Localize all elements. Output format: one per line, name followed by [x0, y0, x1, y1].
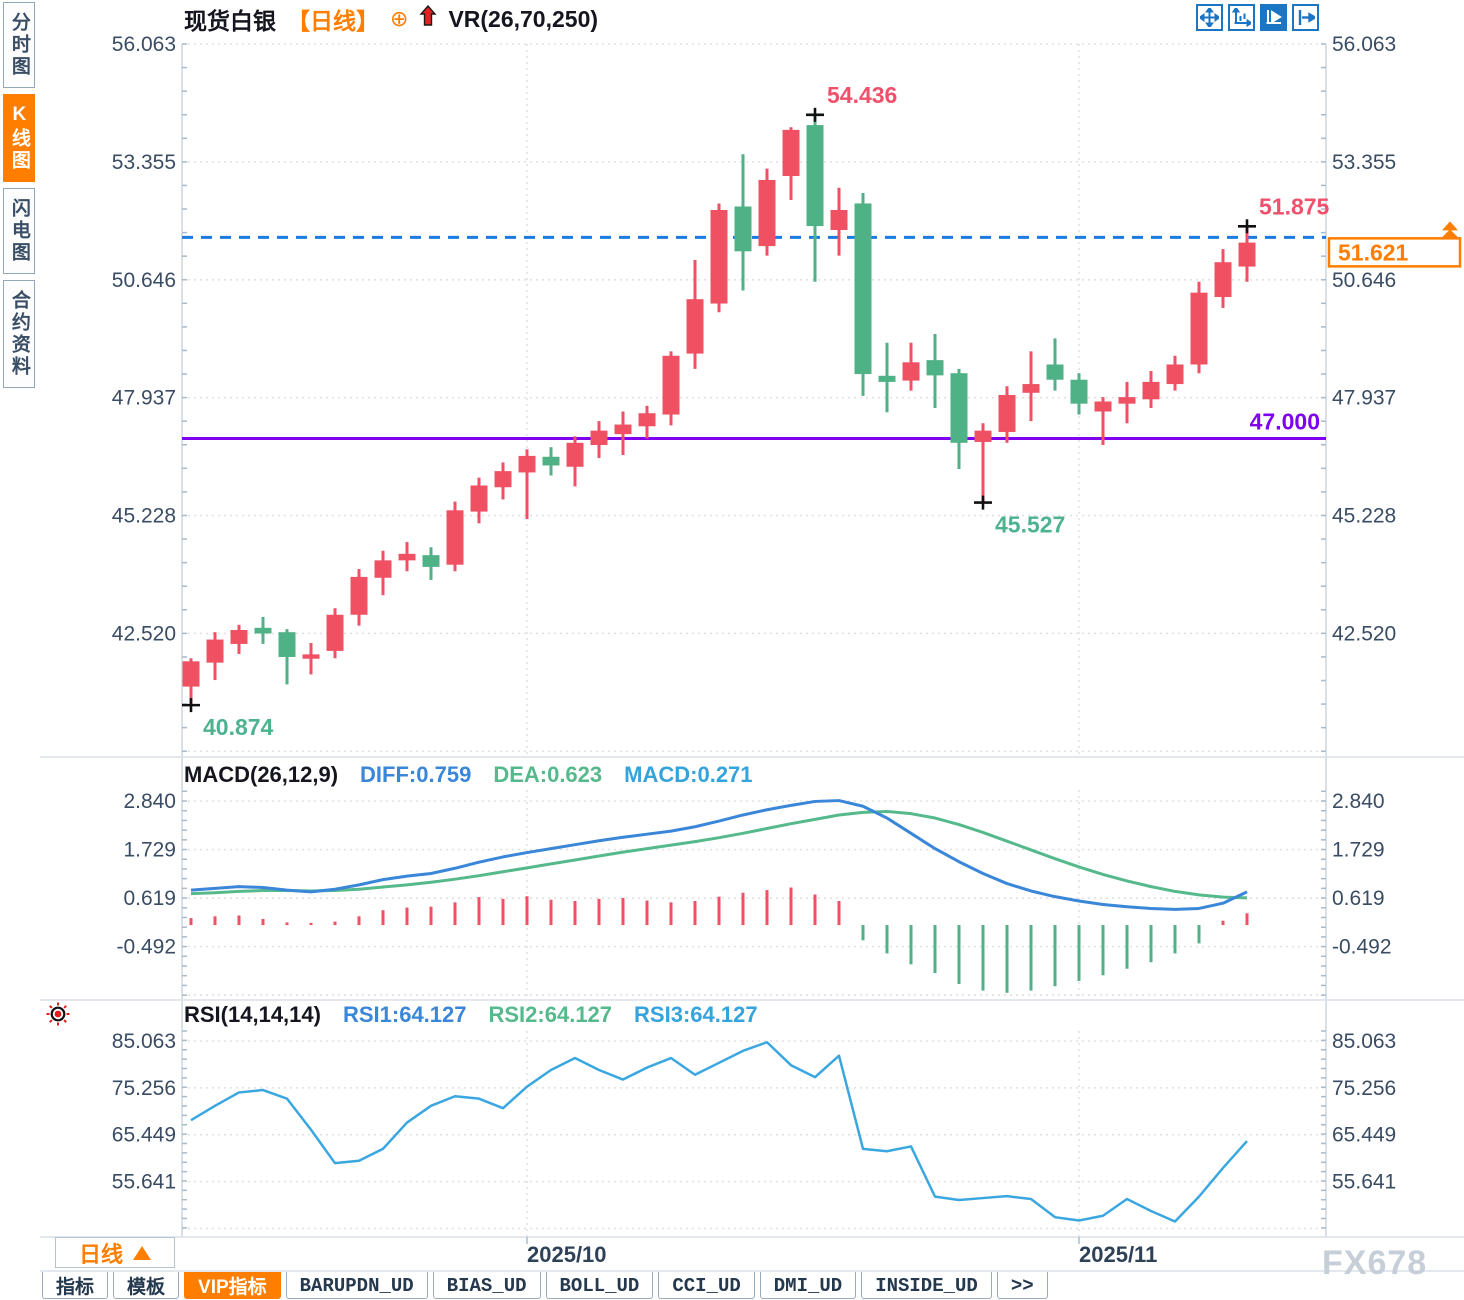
bottom-tab-9[interactable]: >> [996, 1272, 1048, 1299]
svg-text:47.937: 47.937 [1332, 387, 1396, 410]
rsi2-value: RSI2:64.127 [488, 1002, 613, 1027]
bottom-tab-2[interactable]: VIP指标 [184, 1272, 281, 1299]
chart-toolbar [1196, 4, 1319, 31]
axis-play-icon[interactable] [1260, 4, 1287, 31]
bottom-tab-5[interactable]: BOLL_UD [545, 1272, 654, 1299]
svg-text:55.641: 55.641 [112, 1171, 176, 1194]
left-tab-strip: 分时图 K线图闪电图合约资料 [0, 0, 40, 1300]
svg-text:50.646: 50.646 [112, 269, 176, 292]
rsi-title[interactable]: RSI(14,14,14) [184, 1002, 321, 1027]
svg-text:2.840: 2.840 [123, 790, 176, 813]
sidebar-tab-2[interactable]: 闪电图 [3, 188, 35, 274]
svg-text:47.937: 47.937 [112, 387, 176, 410]
svg-text:42.520: 42.520 [1332, 622, 1396, 645]
svg-text:45.527: 45.527 [995, 512, 1065, 538]
svg-text:0.619: 0.619 [123, 887, 176, 910]
axis-zoom-icon[interactable] [1228, 4, 1255, 31]
svg-text:54.436: 54.436 [827, 82, 897, 108]
up-arrow-icon [419, 4, 437, 33]
svg-text:75.256: 75.256 [1332, 1077, 1396, 1100]
svg-text:42.520: 42.520 [112, 622, 176, 645]
svg-text:55.641: 55.641 [1332, 1171, 1396, 1194]
indicator-label[interactable]: VR(26,70,250) [448, 5, 599, 32]
macd-diff-value: DIFF:0.759 [360, 762, 472, 787]
svg-text:47.000: 47.000 [1250, 408, 1320, 434]
svg-text:65.449: 65.449 [112, 1124, 176, 1147]
bottom-tab-0[interactable]: 指标 [42, 1272, 109, 1299]
compare-plus-icon[interactable]: ⊕ [390, 6, 409, 31]
svg-text:56.063: 56.063 [1332, 33, 1396, 56]
svg-text:85.063: 85.063 [112, 1030, 176, 1053]
svg-text:65.449: 65.449 [1332, 1124, 1396, 1147]
pan-icon[interactable] [1196, 4, 1223, 31]
macd-title[interactable]: MACD(26,12,9) [184, 762, 339, 787]
bottom-tab-7[interactable]: DMI_UD [759, 1272, 857, 1299]
svg-text:-0.492: -0.492 [1332, 936, 1392, 959]
bottom-tab-8[interactable]: INSIDE_UD [861, 1272, 992, 1299]
svg-text:56.063: 56.063 [112, 33, 176, 56]
x-axis-label-0: 2025/10 [527, 1242, 607, 1267]
svg-text:45.228: 45.228 [112, 505, 176, 528]
svg-text:75.256: 75.256 [112, 1077, 176, 1100]
chart-header: 现货白银 【日线】 ⊕ VR(26,70,250) [184, 2, 598, 36]
watermark: FX678 [1322, 1244, 1428, 1282]
sidebar-tab-1[interactable]: K线图 [3, 94, 35, 182]
sidebar-tab-3[interactable]: 合约资料 [3, 280, 35, 388]
svg-text:2.840: 2.840 [1332, 790, 1385, 813]
svg-text:-0.492: -0.492 [116, 936, 176, 959]
rsi3-value: RSI3:64.127 [634, 1002, 758, 1027]
symbol-name: 现货白银 [184, 8, 276, 34]
svg-text:51.875: 51.875 [1259, 193, 1330, 219]
svg-text:1.729: 1.729 [1332, 839, 1385, 862]
bottom-tab-4[interactable]: BIAS_UD [432, 1272, 541, 1299]
svg-text:50.646: 50.646 [1332, 269, 1396, 292]
sidebar-tab-0[interactable]: 分时图 [3, 2, 35, 88]
svg-text:53.355: 53.355 [1332, 151, 1396, 174]
indicator-tab-bar: 指标 模板 VIP指标 BARUPDN_UD BIAS_UD BOLL_UD CCI_UD D… [42, 1272, 1053, 1299]
period-selector-label: 日线 [78, 1241, 123, 1267]
x-axis-label-1: 2025/11 [1079, 1242, 1157, 1267]
bottom-tab-1[interactable]: 模板 [113, 1272, 180, 1299]
live-indicator-sun-icon[interactable] [46, 1002, 70, 1031]
collapse-right-icon[interactable] [1292, 4, 1319, 31]
svg-text:0.619: 0.619 [1332, 887, 1385, 910]
rsi-header: RSI(14,14,14) RSI1:64.127 RSI2:64.127 RS… [184, 1002, 758, 1028]
svg-text:1.729: 1.729 [123, 839, 176, 862]
rsi1-value: RSI1:64.127 [342, 1002, 467, 1027]
period-tag[interactable]: 【日线】 [287, 8, 379, 34]
macd-header: MACD(26,12,9) DIFF:0.759 DEA:0.623 MACD:… [184, 762, 753, 788]
macd-value: MACD:0.271 [624, 762, 753, 787]
bottom-tab-3[interactable]: BARUPDN_UD [285, 1272, 428, 1299]
svg-text:45.228: 45.228 [1332, 505, 1396, 528]
period-selector-button[interactable]: 日线 [55, 1237, 175, 1268]
svg-text:40.874: 40.874 [203, 714, 274, 740]
bottom-tab-6[interactable]: CCI_UD [658, 1272, 755, 1299]
svg-text:85.063: 85.063 [1332, 1030, 1396, 1053]
macd-dea-value: DEA:0.623 [493, 762, 603, 787]
current-price-tag: 51.621 [1338, 239, 1409, 265]
up-triangle-icon [133, 1245, 151, 1260]
svg-text:53.355: 53.355 [112, 151, 176, 174]
